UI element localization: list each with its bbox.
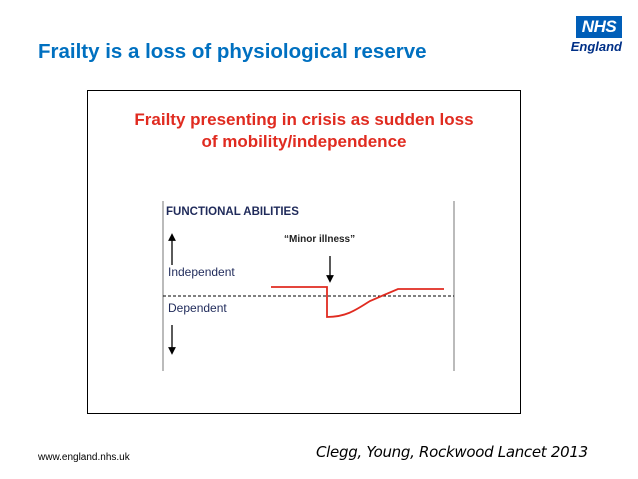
- slide-title: Frailty is a loss of physiological reser…: [38, 40, 427, 63]
- panel-label: FUNCTIONAL ABILITIES: [166, 206, 299, 218]
- nhs-england-logo: NHS England: [548, 16, 622, 60]
- nhs-logo-box: NHS: [576, 16, 622, 38]
- figure-title-line-1: Frailty presenting in crisis as sudden l…: [134, 110, 474, 129]
- dependent-label: Dependent: [168, 301, 227, 315]
- nhs-logo-england: England: [570, 39, 622, 54]
- citation: Clegg, Young, Rockwood Lancet 2013: [316, 443, 588, 461]
- figure-title: Frailty presenting in crisis as sudden l…: [88, 109, 520, 153]
- frailty-figure: Frailty presenting in crisis as sudden l…: [87, 90, 521, 414]
- function-trajectory-line: [271, 286, 444, 318]
- independent-label: Independent: [168, 265, 235, 279]
- event-label: “Minor illness”: [284, 234, 355, 245]
- functional-abilities-diagram: FUNCTIONAL ABILITIES “Minor illness” Ind…: [162, 201, 455, 371]
- figure-title-line-2: of mobility/independence: [201, 132, 407, 151]
- footer-url: www.england.nhs.uk: [38, 452, 130, 463]
